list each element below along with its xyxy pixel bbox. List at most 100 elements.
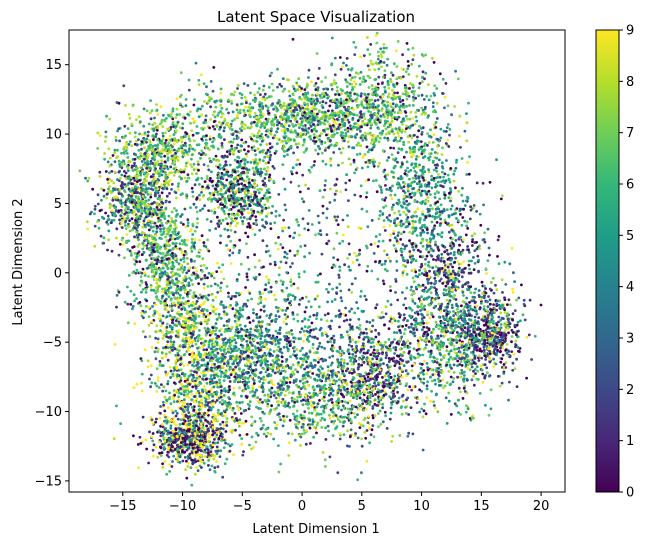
scatter-point xyxy=(195,125,199,128)
scatter-point xyxy=(190,186,194,190)
scatter-point xyxy=(145,175,149,178)
scatter-point xyxy=(279,418,282,422)
scatter-point xyxy=(241,219,245,223)
scatter-point xyxy=(181,122,185,126)
scatter-point xyxy=(252,98,255,102)
scatter-point xyxy=(231,336,235,339)
scatter-point xyxy=(263,126,267,129)
scatter-point xyxy=(183,308,187,312)
scatter-point xyxy=(205,134,208,138)
scatter-point xyxy=(210,356,214,360)
scatter-point xyxy=(144,291,148,294)
scatter-point xyxy=(210,292,214,296)
scatter-point xyxy=(225,285,229,288)
scatter-point xyxy=(204,400,208,403)
scatter-point xyxy=(238,323,242,327)
scatter-point xyxy=(200,371,204,375)
scatter-point xyxy=(178,317,182,320)
scatter-point xyxy=(224,123,228,127)
scatter-point xyxy=(195,440,199,443)
scatter-point xyxy=(185,238,189,242)
scatter-point xyxy=(254,221,258,225)
scatter-point xyxy=(173,148,176,152)
scatter-point xyxy=(150,157,154,160)
scatter-point xyxy=(173,381,176,385)
scatter-point xyxy=(156,337,160,341)
scatter-point xyxy=(214,187,218,191)
scatter-point xyxy=(136,180,139,184)
scatter-point xyxy=(172,265,176,268)
scatter-point xyxy=(171,411,175,415)
scatter-point xyxy=(140,208,144,212)
scatter-point xyxy=(126,169,130,173)
scatter-point xyxy=(191,446,195,450)
scatter-point xyxy=(256,201,260,205)
scatter-point xyxy=(218,163,222,167)
scatter-point xyxy=(126,248,130,251)
scatter-point xyxy=(154,234,158,238)
scatter-point xyxy=(151,422,155,425)
scatter-point xyxy=(154,336,158,340)
scatter-point xyxy=(123,224,127,227)
scatter-point xyxy=(152,129,156,133)
scatter-point xyxy=(152,225,155,229)
scatter-point xyxy=(246,376,250,380)
scatter-point xyxy=(231,110,235,114)
scatter-point xyxy=(195,419,199,423)
scatter-point xyxy=(144,438,148,442)
scatter-point xyxy=(139,143,143,146)
scatter-point xyxy=(235,108,239,112)
scatter-point xyxy=(176,299,180,302)
scatter-point xyxy=(93,207,97,211)
scatter-point xyxy=(276,85,279,89)
scatter-point xyxy=(253,82,257,86)
scatter-point xyxy=(91,187,95,191)
scatter-point xyxy=(168,150,172,154)
scatter-point xyxy=(191,434,195,438)
scatter-point xyxy=(149,191,153,195)
scatter-point xyxy=(190,398,194,402)
scatter-point xyxy=(164,389,168,393)
scatter-point xyxy=(163,409,167,413)
scatter-point xyxy=(118,188,122,192)
scatter-point xyxy=(199,264,203,268)
scatter-point xyxy=(195,197,199,201)
scatter-point xyxy=(211,405,215,409)
scatter-point xyxy=(219,427,223,430)
scatter-point xyxy=(225,206,229,209)
scatter-point xyxy=(169,224,173,228)
scatter-point xyxy=(163,160,167,164)
scatter-point xyxy=(214,322,218,325)
scatter-point xyxy=(230,443,234,446)
scatter-point xyxy=(283,154,286,158)
scatter-point xyxy=(208,228,212,232)
scatter-point xyxy=(255,140,259,143)
scatter-point xyxy=(78,169,82,173)
scatter-point xyxy=(206,247,209,251)
scatter-point xyxy=(251,349,255,352)
scatter-point xyxy=(179,387,183,390)
scatter-point xyxy=(219,110,223,113)
scatter-point xyxy=(197,163,200,166)
scatter-point xyxy=(141,154,145,158)
scatter-point xyxy=(254,183,258,187)
scatter-point xyxy=(204,142,208,145)
scatter-point xyxy=(127,193,131,197)
scatter-point xyxy=(136,236,140,239)
scatter-point xyxy=(241,222,245,226)
scatter-point xyxy=(174,414,178,418)
scatter-point xyxy=(236,84,240,87)
scatter-point xyxy=(206,238,210,242)
scatter-point xyxy=(161,443,164,446)
scatter-point xyxy=(158,268,162,271)
scatter-point xyxy=(252,361,256,364)
scatter-point xyxy=(232,180,236,183)
scatter-point xyxy=(138,120,142,123)
scatter-point xyxy=(150,251,154,255)
scatter-point xyxy=(242,450,245,453)
scatter-point xyxy=(176,212,179,216)
scatter-point xyxy=(197,448,200,452)
scatter-point xyxy=(195,391,199,395)
scatter-point xyxy=(121,195,124,198)
scatter-point xyxy=(226,364,230,368)
